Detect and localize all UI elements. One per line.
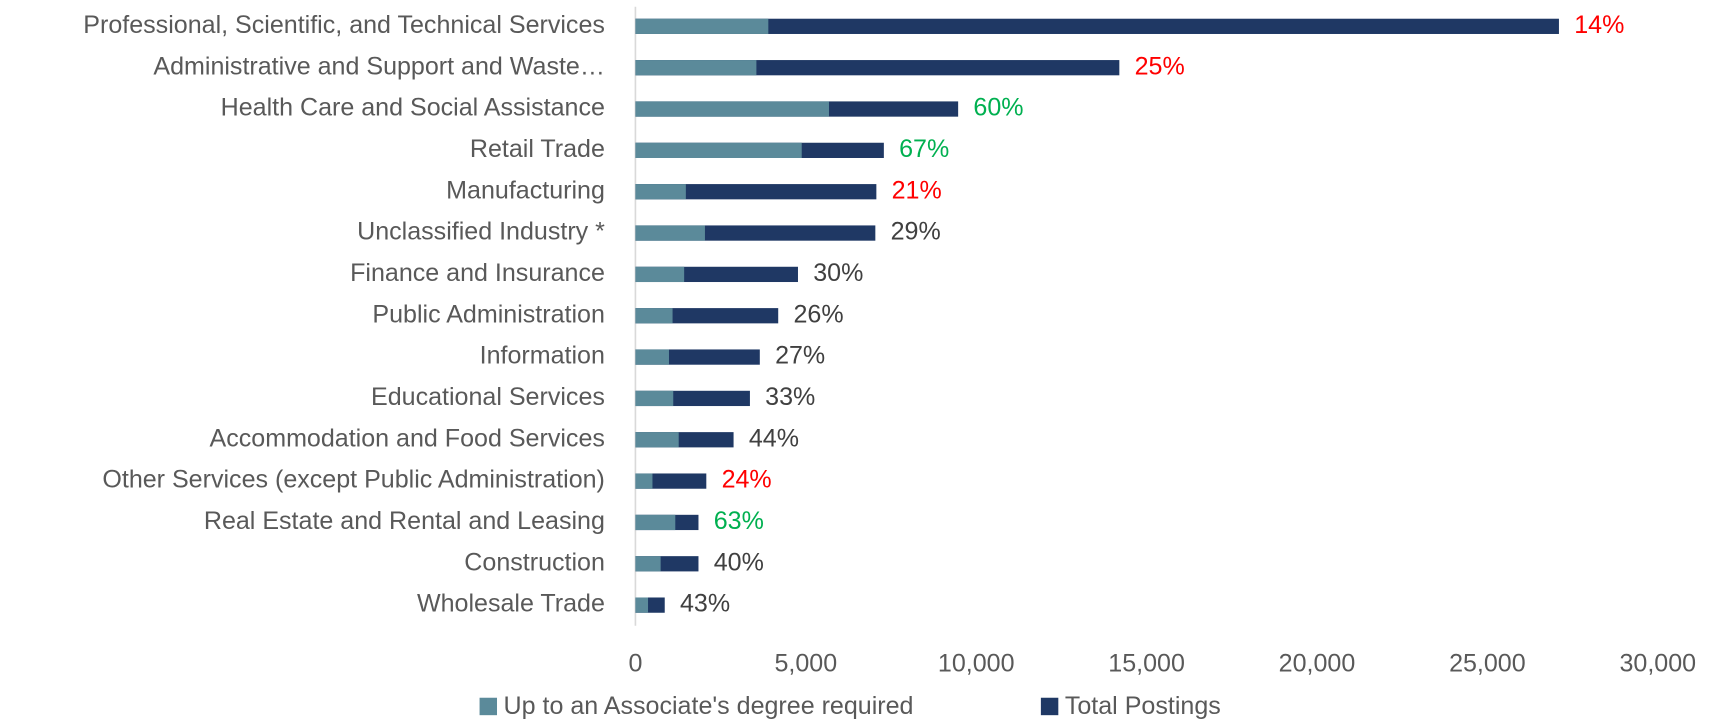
x-tick-label: 5,000 (774, 650, 837, 678)
y-tick-label: Health Care and Social Assistance (221, 94, 605, 122)
share-label: 67% (899, 135, 949, 163)
bar (635, 184, 877, 200)
share-label: 27% (775, 342, 825, 370)
y-tick-label: Public Administration (372, 300, 605, 328)
bar (635, 432, 679, 448)
share-label: 30% (813, 259, 863, 287)
bar (635, 266, 685, 283)
bar (635, 142, 802, 159)
share-label: 43% (680, 590, 730, 618)
share-label: 44% (749, 424, 799, 452)
x-tick-label: 15,000 (1108, 650, 1185, 678)
y-tick-label: Construction (464, 548, 605, 576)
y-tick-label: Wholesale Trade (417, 590, 605, 618)
bar (635, 101, 829, 117)
x-tick-label: 30,000 (1619, 650, 1696, 678)
y-tick-label: Administrative and Support and Waste… (153, 52, 605, 80)
y-tick-label: Professional, Scientific, and Technical … (83, 11, 605, 39)
bar (635, 349, 669, 365)
bar (635, 60, 757, 76)
y-tick-label: Finance and Insurance (350, 259, 605, 287)
y-tick-label: Other Services (except Public Administra… (102, 466, 605, 494)
bar (635, 18, 1559, 34)
share-label: 40% (714, 548, 764, 576)
bar (635, 556, 661, 572)
bar (635, 225, 705, 241)
x-tick-label: 10,000 (938, 650, 1015, 678)
bar (635, 473, 707, 489)
x-tick-label: 0 (628, 650, 642, 678)
share-label: 33% (765, 383, 815, 411)
share-label: 26% (793, 300, 843, 328)
y-tick-label: Accommodation and Food Services (210, 424, 605, 452)
y-tick-label: Unclassified Industry * (357, 218, 605, 246)
bar (635, 390, 674, 407)
legend-label: Total Postings (1065, 692, 1221, 720)
y-tick-label: Real Estate and Rental and Leasing (204, 507, 605, 535)
x-tick-label: 20,000 (1279, 650, 1356, 678)
legend-label: Up to an Associate's degree required (504, 692, 914, 720)
bar (635, 184, 686, 200)
bar (635, 514, 676, 531)
bar (635, 18, 769, 34)
legend-swatch (479, 697, 498, 716)
share-label: 25% (1135, 52, 1185, 80)
bar (635, 473, 653, 489)
share-label: 21% (892, 176, 942, 204)
share-label: 63% (714, 507, 764, 535)
bar (635, 597, 649, 613)
y-tick-label: Retail Trade (470, 135, 605, 163)
share-label: 60% (973, 94, 1023, 122)
y-tick-label: Manufacturing (446, 176, 605, 204)
y-tick-label: Educational Services (371, 383, 605, 411)
x-tick-label: 25,000 (1449, 650, 1526, 678)
share-label: 29% (891, 218, 941, 246)
legend-swatch (1040, 697, 1059, 716)
y-tick-label: Information (480, 342, 605, 370)
bar (635, 308, 673, 324)
share-label: 24% (722, 466, 772, 494)
share-label: 14% (1574, 11, 1624, 39)
